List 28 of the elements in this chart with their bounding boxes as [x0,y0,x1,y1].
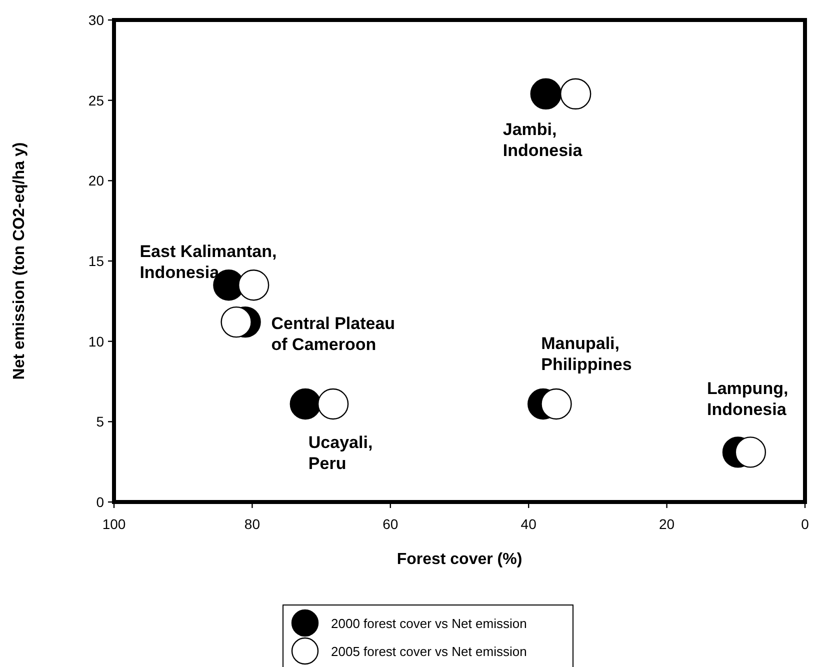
y-tick-label: 25 [88,92,104,108]
x-tick-label: 40 [520,516,537,532]
x-tick-label: 0 [801,516,810,532]
annotation: East Kalimantan, Indonesia [140,242,277,282]
point [220,306,252,338]
annotation: Lampung, Indonesia [706,379,788,420]
point [290,388,322,420]
annotation: Jambi, Indonesia [502,120,583,160]
y-axis-title: Net emission (ton CO2-eq/ha y) [11,142,28,380]
annotation: Manupali, Philippines [541,334,632,374]
annotation: Central Plateau of Cameroon [271,314,396,354]
x-axis-title: Forest cover (%) [396,551,522,568]
y-tick-label: 5 [96,414,104,430]
x-tick-label: 80 [244,516,260,532]
legend-label: 2000 forest cover vs Net emission [331,616,527,631]
point [540,388,572,420]
x-tick-label: 60 [382,516,398,532]
x-tick-label: 100 [102,516,126,532]
y-tick-label: 20 [88,172,104,189]
x-tick-label: 20 [659,516,675,532]
annotation: Ucayali, Peru [308,432,373,473]
y-tick-label: 10 [88,333,104,350]
y-tick-label: 15 [88,253,104,269]
point [734,436,766,468]
y-tick-label: 30 [88,12,104,28]
legend-label: 2005 forest cover vs Net emission [331,644,527,659]
y-tick-label: 0 [96,494,104,510]
point [530,78,562,110]
